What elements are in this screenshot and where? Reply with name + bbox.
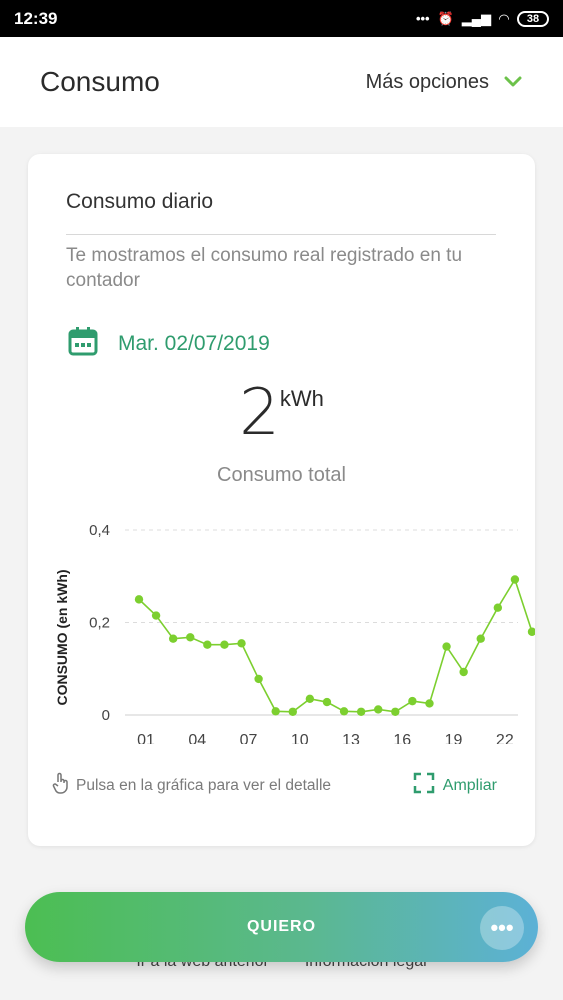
data-point (271, 707, 280, 716)
status-icons: ••• ⏰ ▂▄▆ ◠ 38 (415, 10, 549, 27)
data-point (237, 639, 246, 648)
more-options-label: Más opciones (365, 70, 489, 93)
x-tick-label: 10 (291, 732, 309, 744)
data-point (476, 634, 485, 643)
y-tick-label: 0 (102, 707, 110, 724)
calendar-icon (68, 326, 98, 361)
data-point (374, 705, 383, 714)
total-unit: kWh (279, 386, 324, 411)
data-point (168, 634, 178, 643)
total-label: Consumo total (217, 464, 346, 486)
battery-icon: 38 (517, 10, 549, 27)
card-title: Consumo diario (66, 190, 214, 213)
x-tick-label: 01 (137, 732, 155, 744)
x-tick-label: 13 (342, 732, 360, 744)
data-point (220, 640, 229, 649)
card-description: Te mostramos el consumo real registrado … (66, 245, 463, 291)
date-selector[interactable]: Mar. 02/07/2019 (68, 326, 270, 361)
y-tick-label: 0,4 (89, 522, 110, 539)
expand-icon (413, 772, 435, 799)
data-point (527, 627, 535, 636)
wifi-icon: ◠ (499, 10, 509, 26)
data-point (151, 611, 161, 620)
x-tick-label: 19 (445, 732, 463, 744)
chart-hint: Pulsa en la gráfica para ver el detalle (52, 772, 331, 799)
expand-label: Ampliar (442, 776, 497, 794)
data-point (288, 707, 297, 716)
total-value: 2 (239, 376, 280, 450)
signal-icon: ▂▄▆ (461, 10, 491, 26)
series-line (138, 577, 533, 713)
page-title: Consumo (40, 66, 160, 97)
x-tick-label: 22 (496, 732, 514, 744)
data-point (493, 603, 503, 612)
x-tick-label: 07 (240, 732, 258, 744)
daily-consumption-card: Consumo diario Te mostramos el consumo r… (28, 154, 535, 846)
status-bar: 12:39 ••• ⏰ ▂▄▆ ◠ 38 (0, 0, 563, 37)
notification-dots-icon: ••• (415, 11, 430, 26)
alarm-icon: ⏰ (437, 10, 454, 26)
data-point (305, 694, 315, 704)
data-point (442, 642, 451, 651)
y-axis-label: CONSUMO (en kWh) (54, 569, 70, 705)
data-point (322, 697, 332, 707)
hand-pointer-icon (52, 772, 70, 799)
data-point (510, 575, 520, 584)
data-point (391, 707, 400, 716)
data-point (408, 696, 417, 706)
data-point (203, 640, 212, 649)
divider (66, 234, 496, 235)
quiero-label: QUIERO (246, 918, 317, 935)
data-point (459, 667, 468, 677)
y-tick-label: 0,2 (89, 615, 110, 632)
data-point (425, 699, 434, 708)
data-point (254, 674, 263, 684)
app-bar: Consumo Más opciones (0, 37, 563, 127)
consumption-chart[interactable]: 0 0,2 0,4 CONSUMO (en kWh) 01 04 07 10 13 16 19 22 (28, 514, 535, 744)
chevron-down-icon (503, 75, 523, 89)
total-consumption: 2kWh (28, 376, 535, 450)
x-tick-label: 16 (393, 732, 411, 744)
selected-date: Mar. 02/07/2019 (118, 331, 270, 355)
quiero-button[interactable]: QUIERO ••• (25, 892, 538, 962)
data-point (134, 595, 144, 604)
more-dots-icon[interactable]: ••• (480, 906, 524, 950)
chart-hint-text: Pulsa en la gráfica para ver el detalle (76, 776, 332, 794)
status-time: 12:39 (14, 8, 58, 28)
data-point (339, 707, 349, 716)
data-point (186, 633, 195, 642)
expand-button[interactable]: Ampliar (413, 772, 497, 799)
data-point (356, 707, 366, 716)
more-options-button[interactable]: Más opciones (366, 71, 523, 94)
x-tick-label: 04 (188, 732, 206, 744)
